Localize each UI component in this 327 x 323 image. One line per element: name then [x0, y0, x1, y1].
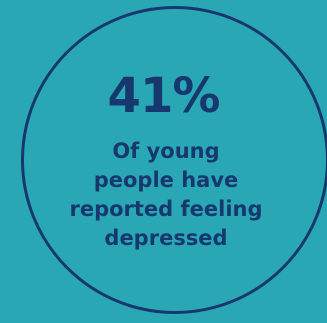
- stat-caption: Of young people have reported feeling de…: [69, 139, 263, 250]
- stat-percentage: 41%: [107, 68, 221, 124]
